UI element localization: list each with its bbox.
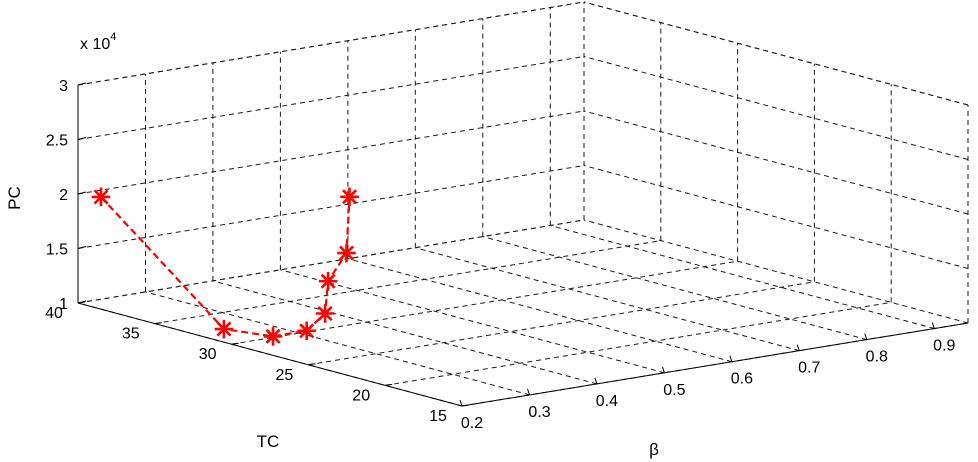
back-wall-grid-line — [77, 56, 585, 140]
beta-tick-mark — [864, 333, 868, 340]
tc-tick-label: 30 — [199, 346, 217, 363]
tc-tick-mark — [385, 383, 393, 386]
floor-grid-line — [347, 258, 733, 363]
series-layer — [91, 187, 359, 346]
y-axis-title: TC — [257, 432, 280, 451]
beta-tick-label: 0.2 — [461, 415, 483, 432]
side-wall-grid-line — [583, 165, 969, 269]
beta-axis-line — [461, 322, 969, 407]
side-wall-grid-line — [583, 219, 969, 324]
pc-tick-mark — [77, 191, 87, 195]
beta-tick-mark — [729, 355, 733, 362]
beta-tick-mark — [459, 399, 463, 407]
tc-axis-line — [77, 302, 463, 407]
floor-grid-line — [415, 247, 800, 352]
box-top-edge — [77, 1, 585, 86]
data-point-marker — [263, 327, 283, 346]
box-top-edge — [583, 1, 969, 106]
data-point-marker — [91, 187, 111, 207]
pc-tick-mark — [77, 246, 87, 249]
floor-grid-line — [308, 281, 815, 366]
marker-stroke — [342, 189, 358, 205]
floor-grid-line — [154, 240, 661, 325]
tc-tick-mark — [461, 404, 470, 407]
series-line — [100, 196, 351, 338]
beta-tick-label: 0.4 — [596, 393, 618, 410]
beta-tick-mark — [594, 377, 598, 385]
tc-tick-label: 25 — [276, 367, 294, 384]
tc-tick-mark — [154, 322, 162, 325]
beta-tick-label: 0.3 — [528, 404, 550, 421]
tc-tick-mark — [231, 342, 239, 345]
marker-stroke — [320, 273, 336, 289]
floor-grid-line — [385, 301, 892, 386]
data-point-marker — [318, 271, 338, 291]
floor-grid-line — [550, 225, 935, 329]
axis-edges — [77, 82, 969, 407]
tc-tick-label: 15 — [429, 408, 447, 425]
pc-tick-label: 1.5 — [46, 242, 68, 259]
data-point-marker — [337, 243, 356, 263]
pc-tick-mark — [77, 300, 87, 304]
z-axis-title: PC — [5, 186, 24, 210]
beta-tick-mark — [931, 322, 935, 329]
beta-tick-mark — [661, 366, 665, 373]
z-exponent-label: x 104 — [80, 31, 116, 53]
pc-tick-label: 2.5 — [46, 133, 68, 150]
beta-tick-mark — [527, 388, 530, 396]
back-wall-grid-line — [77, 219, 585, 304]
z-exponent-power: 4 — [110, 31, 116, 43]
data-point-marker — [315, 304, 335, 323]
marker-stroke — [93, 189, 109, 205]
beta-tick-label: 0.9 — [933, 338, 955, 355]
back-wall-grid-line — [77, 165, 585, 249]
beta-tick-label: 0.8 — [866, 349, 888, 366]
beta-tick-label: 0.6 — [731, 371, 753, 388]
data-point-marker — [297, 321, 317, 341]
tc-tick-label: 35 — [122, 326, 140, 343]
pc-tick-label: 2 — [59, 187, 68, 204]
marker-stroke — [317, 306, 333, 322]
marker-stroke — [339, 245, 355, 261]
side-wall-grid-line — [583, 110, 969, 215]
floor-grid-line — [145, 291, 530, 396]
pc-tick-label: 3 — [59, 78, 68, 95]
marker-stroke — [299, 323, 315, 339]
tc-tick-mark — [308, 363, 316, 366]
data-point-marker — [340, 187, 359, 207]
side-wall-grid-line — [583, 56, 969, 160]
back-wall-grid-line — [77, 110, 585, 195]
beta-tick-label: 0.5 — [663, 382, 685, 399]
pc-tick-label: 1 — [59, 296, 68, 313]
floor-grid-line — [212, 280, 598, 385]
tick-labels: 0.2 0.3 0.4 0.5 0.6 0.7 0.8 0.9 15 20 25 30 35 401 1.5… — [45, 78, 955, 432]
marker-stroke — [216, 321, 232, 337]
grid-layer — [77, 1, 969, 407]
x-axis-title: β — [649, 440, 659, 459]
beta-tick-label: 0.7 — [798, 360, 820, 377]
tc-tick-label: 40 — [45, 305, 63, 322]
beta-tick-mark — [796, 344, 800, 351]
pc-tick-mark — [77, 137, 87, 140]
data-point-marker — [214, 319, 234, 339]
floor-grid-line — [280, 269, 665, 374]
marker-stroke — [265, 328, 281, 344]
pc-tick-mark — [77, 82, 87, 86]
tc-tick-label: 20 — [352, 387, 370, 404]
floor-grid-line — [482, 236, 867, 341]
